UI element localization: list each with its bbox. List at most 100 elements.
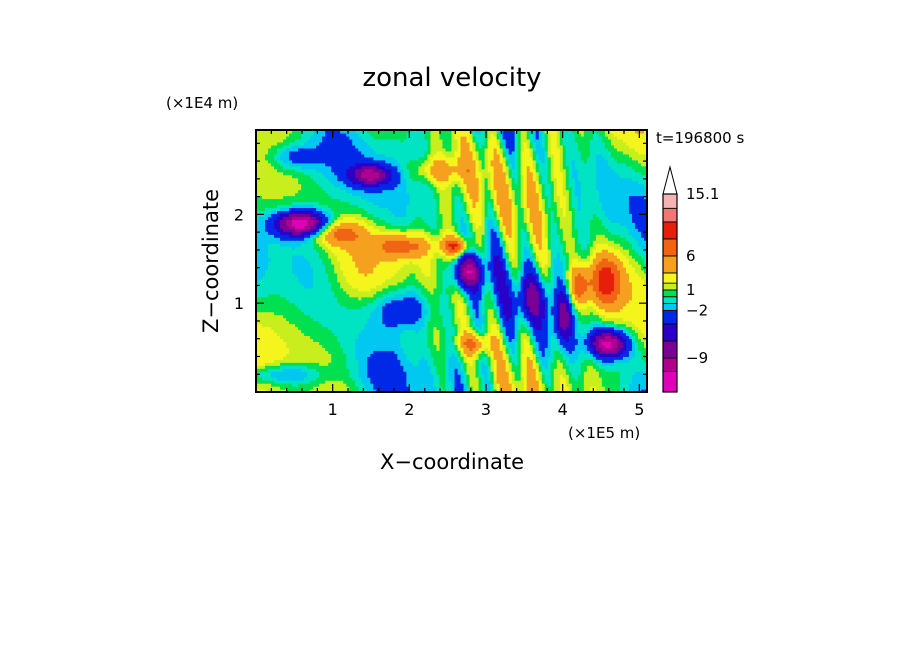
heatmap-cell: [325, 299, 329, 304]
heatmap-cell: [307, 296, 311, 301]
heatmap-cell: [424, 383, 429, 387]
heatmap-cell: [358, 305, 362, 310]
heatmap-cell: [394, 299, 398, 304]
heatmap-cell: [484, 350, 489, 354]
heatmap-cell: [526, 335, 531, 340]
heatmap-cell: [634, 383, 639, 387]
heatmap-cell: [403, 329, 407, 334]
heatmap-cell: [535, 341, 540, 345]
heatmap-cell: [415, 341, 420, 345]
heatmap-cell: [559, 359, 564, 363]
heatmap-cell: [286, 356, 290, 360]
heatmap-cell: [262, 323, 266, 328]
heatmap-cell: [487, 278, 492, 283]
heatmap-cell: [400, 320, 404, 325]
heatmap-cell: [625, 335, 630, 340]
heatmap-cell: [427, 356, 432, 360]
heatmap-cell: [418, 338, 423, 342]
heatmap-cell: [541, 338, 546, 342]
heatmap-cell: [604, 362, 609, 366]
heatmap-cell: [601, 290, 606, 295]
heatmap-cell: [436, 332, 441, 337]
heatmap-cell: [358, 371, 362, 375]
heatmap-cell: [310, 344, 314, 348]
heatmap-cell: [598, 281, 603, 286]
heatmap-cell: [355, 278, 359, 283]
heatmap-cell: [388, 356, 392, 360]
heatmap-cell: [331, 365, 335, 369]
heatmap-cell: [295, 335, 299, 340]
heatmap-cell: [373, 389, 377, 392]
heatmap-cell: [493, 284, 498, 289]
heatmap-cell: [505, 290, 510, 295]
heatmap-cell: [490, 368, 495, 372]
heatmap-cell: [346, 383, 350, 387]
heatmap-cell: [451, 353, 456, 357]
heatmap-cell: [328, 350, 332, 354]
heatmap-cell: [535, 332, 540, 337]
heatmap-cell: [511, 281, 516, 286]
heatmap-cell: [616, 332, 621, 337]
heatmap-cell: [388, 338, 392, 342]
heatmap-cell: [475, 380, 480, 384]
heatmap-cell: [328, 287, 332, 292]
heatmap-cell: [298, 311, 302, 316]
heatmap-cell: [469, 359, 474, 363]
heatmap-cell: [514, 332, 519, 337]
heatmap-cell: [493, 347, 498, 351]
heatmap-cell: [310, 320, 314, 325]
heatmap-cell: [571, 344, 576, 348]
heatmap-cell: [373, 344, 377, 348]
heatmap-cell: [508, 320, 513, 325]
heatmap-cell: [637, 287, 642, 292]
heatmap-cell: [256, 341, 260, 345]
heatmap-cell: [295, 317, 299, 322]
heatmap-cell: [586, 326, 591, 331]
heatmap-cell: [517, 377, 522, 381]
heatmap-cell: [643, 359, 647, 363]
heatmap-cell: [601, 341, 606, 345]
heatmap-cell: [403, 353, 407, 357]
heatmap-cell: [556, 374, 561, 378]
heatmap-cell: [550, 350, 555, 354]
heatmap-cell: [559, 278, 564, 283]
heatmap-cell: [265, 281, 269, 286]
heatmap-cell: [484, 287, 489, 292]
heatmap-cell: [553, 308, 558, 313]
heatmap-cell: [511, 359, 516, 363]
heatmap-cell: [514, 293, 519, 298]
heatmap-cell: [349, 338, 353, 342]
heatmap-cell: [595, 356, 600, 360]
heatmap-cell: [421, 386, 426, 390]
heatmap-cell: [436, 362, 441, 366]
heatmap-cell: [607, 341, 612, 345]
heatmap-cell: [310, 377, 314, 381]
heatmap-cell: [268, 365, 272, 369]
heatmap-cell: [634, 278, 639, 283]
heatmap-cell: [556, 281, 561, 286]
heatmap-cell: [640, 320, 645, 325]
heatmap-cell: [499, 353, 504, 357]
heatmap-cell: [331, 314, 335, 319]
heatmap-cell: [595, 323, 600, 328]
heatmap-cell: [265, 323, 269, 328]
heatmap-cell: [370, 296, 374, 301]
heatmap-cell: [409, 344, 413, 348]
heatmap-cell: [409, 281, 413, 286]
heatmap-cell: [538, 374, 543, 378]
heatmap-cell: [490, 317, 495, 322]
heatmap-cell: [328, 281, 332, 286]
heatmap-cell: [568, 299, 573, 304]
heatmap-cell: [328, 320, 332, 325]
heatmap-cell: [397, 338, 401, 342]
heatmap-cell: [559, 344, 564, 348]
heatmap-cell: [376, 275, 380, 280]
heatmap-cell: [538, 320, 543, 325]
heatmap-cell: [574, 293, 579, 298]
heatmap-cell: [517, 356, 522, 360]
heatmap-cell: [577, 287, 582, 292]
heatmap-cell: [355, 344, 359, 348]
heatmap-cell: [433, 293, 438, 298]
heatmap-cell: [295, 326, 299, 331]
heatmap-cell: [625, 302, 630, 307]
